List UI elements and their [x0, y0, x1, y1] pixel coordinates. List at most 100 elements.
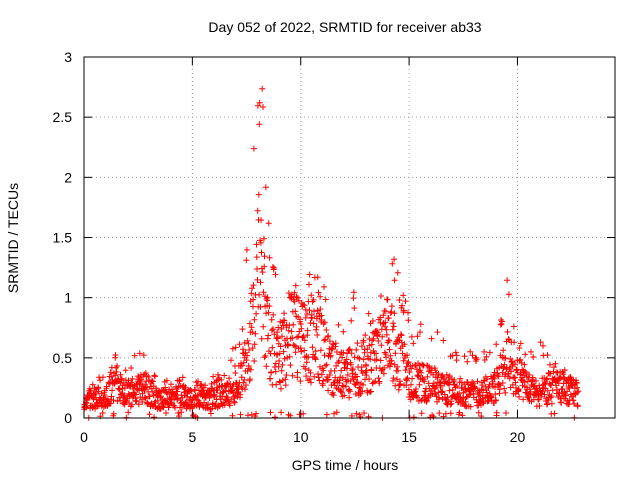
data-point — [380, 312, 387, 319]
data-point — [394, 269, 401, 276]
data-point — [394, 363, 401, 370]
data-point — [294, 369, 301, 376]
data-point — [337, 374, 344, 381]
data-point — [574, 389, 581, 396]
data-point — [402, 367, 409, 374]
data-point — [344, 372, 351, 378]
data-point — [377, 314, 384, 321]
data-point — [249, 329, 256, 336]
data-point — [446, 373, 453, 379]
data-point — [91, 392, 98, 399]
data-point — [480, 399, 487, 406]
y-tick-label: 0.5 — [53, 350, 73, 366]
axis-ticks: 0 0.5 1 1.5 2 2.5 3 0 5 10 15 20 — [53, 49, 615, 445]
data-point — [414, 394, 421, 401]
data-point — [540, 342, 546, 349]
data-point — [250, 145, 257, 152]
data-point — [548, 393, 555, 400]
data-point — [456, 390, 463, 397]
data-point — [178, 409, 185, 416]
data-point — [503, 364, 510, 371]
data-point — [321, 337, 328, 344]
data-point — [354, 373, 360, 380]
data-point — [221, 372, 228, 379]
data-point — [280, 348, 287, 355]
data-point — [446, 387, 453, 394]
data-point — [331, 410, 337, 417]
data-point — [499, 318, 505, 325]
data-point — [128, 379, 135, 386]
data-point — [118, 375, 125, 382]
data-point — [323, 327, 330, 333]
data-point — [302, 314, 309, 321]
data-point — [140, 352, 147, 359]
data-point — [306, 271, 313, 278]
data-point — [275, 324, 282, 331]
data-point — [463, 388, 470, 395]
data-point — [440, 337, 447, 344]
data-point — [112, 352, 119, 358]
data-point — [430, 413, 437, 420]
data-point — [483, 389, 490, 396]
data-point — [133, 391, 139, 398]
data-point — [289, 335, 296, 341]
data-point — [373, 356, 380, 363]
data-point — [364, 346, 371, 353]
data-point — [224, 394, 231, 401]
data-point — [516, 393, 523, 400]
data-point — [228, 357, 234, 364]
data-point — [141, 394, 148, 401]
data-point — [266, 254, 273, 261]
data-point — [502, 355, 509, 362]
data-point — [495, 373, 502, 380]
data-point — [265, 220, 272, 227]
data-point — [266, 303, 273, 310]
data-point — [158, 393, 165, 400]
data-point — [484, 376, 491, 383]
data-point — [325, 332, 332, 339]
data-point — [347, 388, 354, 395]
data-point — [417, 321, 424, 328]
data-point — [354, 379, 361, 386]
data-point — [411, 389, 418, 396]
data-point — [571, 400, 578, 407]
data-point — [375, 338, 382, 344]
data-point — [246, 320, 253, 327]
data-point — [287, 335, 294, 342]
data-point — [108, 373, 115, 380]
data-point — [133, 397, 140, 404]
data-point — [365, 310, 372, 317]
data-point — [244, 337, 251, 344]
data-point — [486, 381, 493, 388]
data-point — [251, 358, 258, 364]
data-point — [107, 369, 114, 376]
data-point — [398, 332, 405, 339]
data-point — [265, 332, 272, 339]
data-point — [470, 380, 477, 387]
data-point — [346, 394, 353, 401]
y-tick-label: 3 — [64, 49, 72, 65]
data-point — [529, 374, 536, 381]
y-axis-label: SRMTID / TECUs — [5, 183, 21, 293]
data-point — [369, 318, 376, 324]
data-point — [248, 324, 255, 331]
data-point — [400, 357, 407, 364]
data-point — [281, 355, 288, 362]
data-point — [163, 410, 169, 416]
data-point — [168, 381, 174, 388]
data-point — [413, 386, 419, 392]
data-point — [389, 326, 396, 333]
data-point — [435, 371, 442, 378]
data-point — [236, 341, 243, 348]
data-point — [348, 361, 354, 368]
data-point — [392, 350, 399, 357]
data-point — [333, 363, 340, 369]
data-point — [559, 385, 566, 392]
data-point — [499, 380, 506, 386]
data-point — [549, 387, 556, 394]
data-point — [274, 334, 281, 341]
data-point — [252, 330, 259, 337]
data-point — [229, 345, 236, 352]
data-point — [473, 356, 480, 363]
